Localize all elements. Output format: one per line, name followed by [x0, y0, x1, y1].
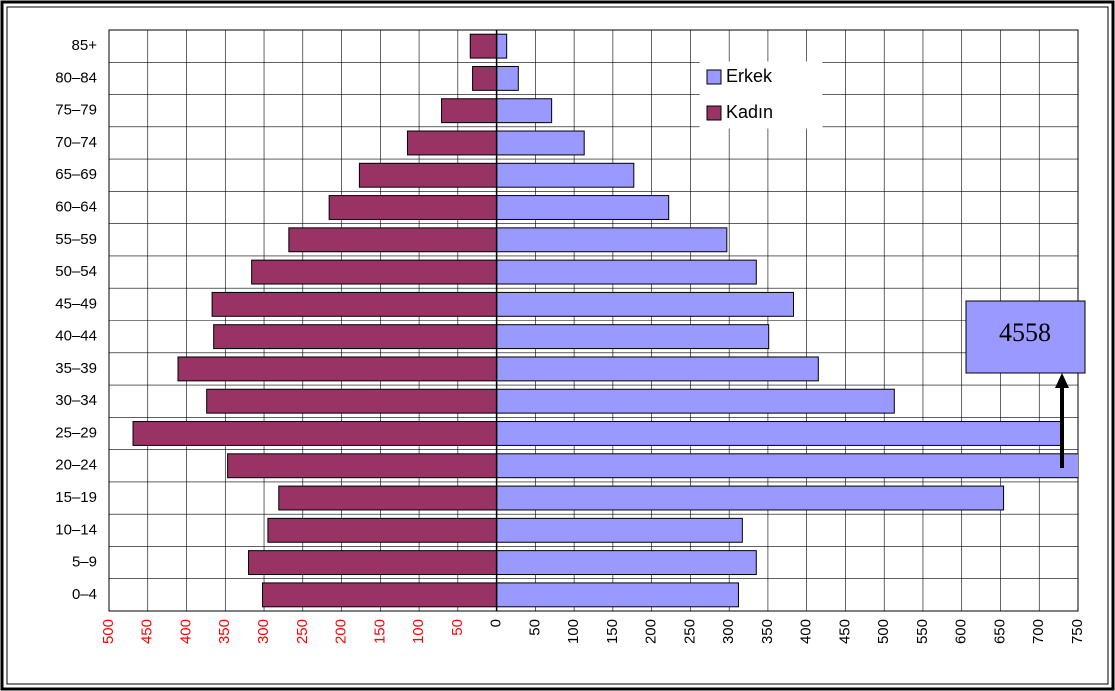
x-tick-label: 650	[991, 619, 1008, 644]
annotation-box	[965, 300, 1086, 374]
x-tick-label: 150	[604, 619, 621, 644]
bar	[496, 388, 895, 414]
bar	[469, 33, 498, 59]
x-tick-label: 250	[294, 619, 311, 644]
bar	[496, 453, 1078, 479]
x-tick-label: 200	[333, 619, 350, 644]
x-tick-label: 300	[255, 619, 272, 644]
bar	[267, 517, 498, 543]
x-tick-label: 500	[100, 619, 117, 644]
y-tick-label: 25–29	[55, 424, 97, 441]
bar	[288, 227, 498, 253]
legend-label: Kadın	[726, 102, 773, 122]
grid	[108, 29, 1079, 612]
bar	[496, 485, 1005, 511]
bar	[496, 291, 795, 317]
bar	[496, 98, 553, 124]
y-tick-label: 35–39	[55, 360, 97, 377]
x-tick-label: 0	[488, 619, 505, 627]
x-tick-label: 450	[139, 619, 156, 644]
y-tick-label: 55–59	[55, 231, 97, 248]
legend-label: Erkek	[726, 66, 773, 86]
x-tick-label: 200	[643, 619, 660, 644]
bar	[441, 98, 498, 124]
x-tick-label: 600	[953, 619, 970, 644]
bar	[496, 582, 739, 608]
bar	[496, 356, 819, 382]
x-tick-label: 50	[526, 619, 543, 636]
axes: 500 450 400 350 300 250 200 150 100 50 0 50 100 150 20…	[55, 30, 1086, 644]
x-tick-label: 300	[720, 619, 737, 644]
bar	[496, 517, 743, 543]
y-tick-label: 20–24	[55, 457, 97, 474]
y-tick-label: 5–9	[72, 554, 97, 571]
bar	[328, 195, 498, 220]
bar	[132, 421, 498, 446]
y-tick-label: 75–79	[55, 102, 97, 119]
x-tick-label: 50	[449, 619, 466, 636]
y-tick-label: 15–19	[55, 489, 97, 506]
y-tick-label: 70–74	[55, 134, 97, 151]
legend: Erkek Kadın	[699, 61, 823, 129]
y-tick-label: 10–14	[55, 521, 97, 538]
bar	[496, 324, 770, 350]
x-tick-label: 250	[681, 619, 698, 644]
bar	[496, 259, 757, 285]
x-tick-label: 100	[410, 619, 427, 644]
legend-swatch	[706, 69, 722, 85]
annotation: 4558	[965, 300, 1086, 468]
x-tick-label: 350	[216, 619, 233, 644]
y-tick-label: 85+	[72, 37, 98, 54]
x-tick-label: 400	[798, 619, 815, 644]
y-tick-label: 50–54	[55, 263, 97, 280]
inner-frame	[6, 6, 1109, 685]
y-tick-label: 60–64	[55, 198, 97, 215]
bar	[472, 65, 498, 91]
arrow-head	[1055, 373, 1069, 388]
bar	[206, 388, 498, 414]
x-tick-label: 100	[565, 619, 582, 644]
bar	[496, 227, 728, 253]
bar	[177, 356, 498, 382]
bar	[251, 259, 498, 285]
bar	[248, 550, 498, 576]
x-tick-label: 400	[177, 619, 194, 644]
y-tick-label: 45–49	[55, 295, 97, 312]
legend-swatch	[706, 105, 722, 121]
bar	[496, 550, 757, 576]
bar	[496, 130, 585, 156]
x-tick-label: 500	[875, 619, 892, 644]
bars	[132, 33, 1078, 608]
x-tick-label: 350	[759, 619, 776, 644]
bar	[496, 65, 519, 91]
x-tick-label: 700	[1030, 619, 1047, 644]
y-tick-label: 0–4	[72, 586, 97, 603]
bar	[213, 324, 498, 350]
bar	[496, 162, 635, 188]
y-tick-label: 65–69	[55, 166, 97, 183]
bar	[261, 582, 498, 608]
bar	[358, 162, 498, 188]
bar	[496, 195, 670, 220]
x-tick-label: 750	[1069, 619, 1086, 644]
x-tick-label: 550	[914, 619, 931, 644]
bar	[227, 453, 498, 479]
bar	[406, 130, 498, 156]
y-tick-label: 40–44	[55, 328, 97, 345]
bar	[211, 291, 498, 317]
y-tick-label: 80–84	[55, 69, 97, 86]
x-tick-label: 450	[836, 619, 853, 644]
bar	[278, 485, 498, 511]
annotation-text: 4558	[999, 318, 1051, 347]
y-tick-label: 30–34	[55, 392, 97, 409]
bar	[496, 33, 508, 59]
bar	[496, 421, 1063, 446]
x-tick-label: 150	[371, 619, 388, 644]
